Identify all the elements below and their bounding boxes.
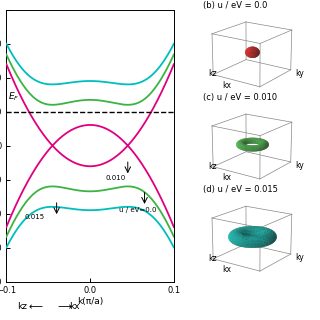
Text: (b) u / eV = 0.0: (b) u / eV = 0.0 [203, 1, 268, 10]
Text: 0.015: 0.015 [25, 214, 45, 220]
Text: 0.010: 0.010 [105, 174, 125, 180]
Text: $\longleftarrow$: $\longleftarrow$ [27, 301, 44, 311]
X-axis label: k(π/a): k(π/a) [77, 297, 103, 306]
Text: kz: kz [18, 302, 28, 311]
Text: kx: kx [69, 302, 79, 311]
Text: (c) u / eV = 0.010: (c) u / eV = 0.010 [203, 93, 277, 102]
Text: $E_F$: $E_F$ [8, 91, 20, 103]
Text: u / eV=0.0: u / eV=0.0 [119, 207, 157, 213]
Text: (d) u / eV = 0.015: (d) u / eV = 0.015 [203, 186, 278, 195]
Text: $\longrightarrow$: $\longrightarrow$ [56, 301, 73, 311]
